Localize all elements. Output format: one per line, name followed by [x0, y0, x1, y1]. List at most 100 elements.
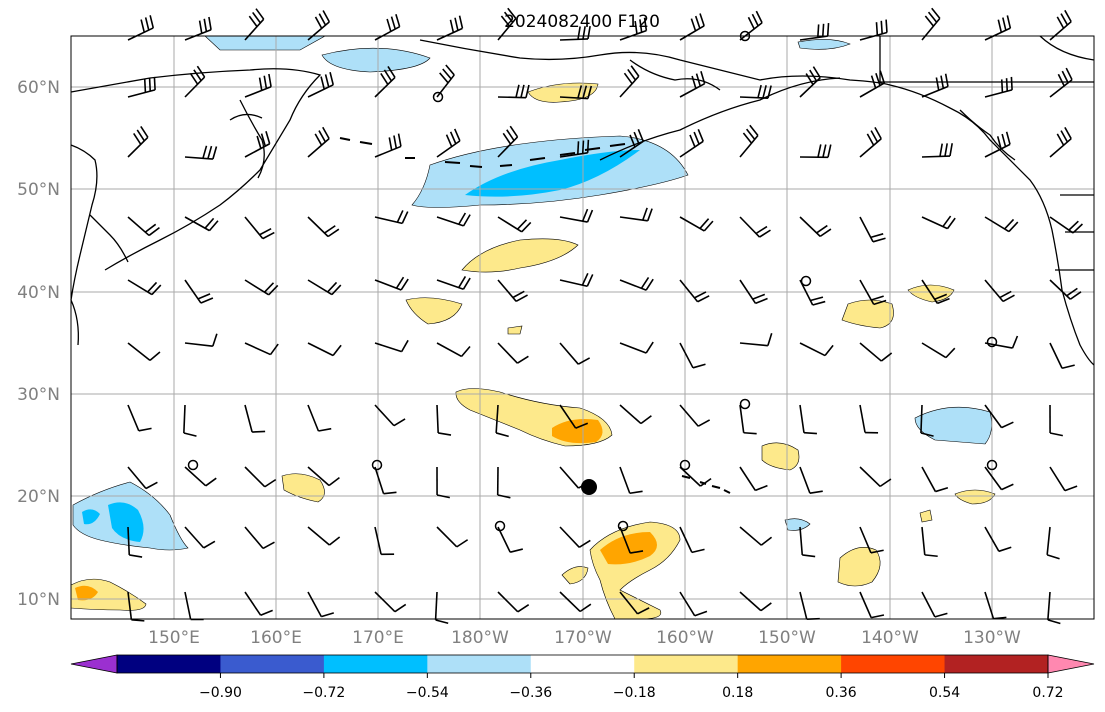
wind-barb-icon — [244, 526, 275, 550]
lat-label: 30°N — [17, 385, 60, 405]
wind-barb-icon — [374, 210, 409, 225]
wind-barb-icon — [127, 526, 143, 558]
wind-barb-icon — [244, 279, 279, 296]
wind-barb-icon — [984, 404, 1014, 429]
wind-barb-icon — [497, 125, 519, 158]
wind-barb-icon — [984, 466, 1014, 491]
wind-barb-icon — [619, 129, 644, 158]
wind-barb-icon — [184, 216, 219, 232]
wind-barb-icon — [307, 216, 340, 238]
wind-barb-icon — [921, 7, 941, 41]
wind-barb-icon — [374, 466, 397, 495]
wind-barb-icon — [436, 64, 455, 98]
lon-label: 170°W — [554, 628, 612, 648]
colorbar-tick-label: −0.36 — [509, 685, 552, 701]
wind-barb-icon — [434, 591, 449, 625]
wind-barb-icon — [244, 131, 271, 158]
wind-barb-icon — [739, 466, 768, 492]
wind-barb-icon — [619, 17, 648, 41]
calm-circle-icon — [432, 91, 444, 103]
wind-barb-icon — [984, 216, 1019, 233]
lon-label: 180°W — [451, 628, 509, 648]
calm-circle-icon — [800, 275, 812, 287]
calm-circle-icon — [187, 459, 199, 471]
colorbar-segment — [220, 655, 325, 673]
lon-label: 170°E — [352, 628, 404, 648]
wind-barb-icon — [1049, 404, 1063, 437]
lat-label: 10°N — [17, 590, 60, 610]
wind-barb-icon — [984, 76, 1013, 98]
wind-barb-icon — [619, 466, 643, 495]
wind-barb-icon — [436, 276, 471, 290]
colorbar-tick-label: 0.36 — [826, 685, 857, 701]
wind-barb-icon — [436, 128, 461, 158]
colorbar-segment — [737, 655, 842, 673]
wind-barb-icon — [127, 342, 161, 361]
colorbar-tick-label: −0.72 — [302, 685, 345, 701]
wind-barb-icon — [374, 339, 409, 353]
wind-barb-icon — [1049, 9, 1072, 41]
wind-barb-icon — [739, 279, 768, 305]
wind-barb-icon — [559, 139, 590, 158]
wind-barb-icon — [559, 208, 594, 223]
wind-barb-icon — [619, 207, 653, 222]
calm-circle-icon — [617, 520, 629, 532]
wind-barb-icon — [183, 404, 197, 437]
wind-barb-icon — [921, 143, 953, 158]
wind-barb-icon — [984, 591, 1007, 620]
wind-barb-icon — [184, 526, 216, 549]
wind-barb-icon — [559, 272, 594, 288]
wind-barb-icon — [436, 212, 471, 227]
map-frame — [70, 35, 1095, 620]
lon-label: 160°E — [250, 628, 302, 648]
calm-circle-icon — [986, 336, 998, 348]
wind-barb-icon — [436, 526, 469, 548]
wind-barb-icon — [374, 13, 401, 41]
wind-barb-icon — [921, 342, 956, 359]
graticule — [71, 36, 1094, 619]
calm-circle-icon — [739, 398, 751, 410]
wind-barb-icon — [619, 65, 640, 98]
wind-barb-icon — [619, 276, 654, 291]
wind-barb-icon — [984, 15, 1012, 41]
wind-barb-icon — [307, 10, 331, 41]
lat-label: 40°N — [17, 283, 60, 303]
wind-barb-icon — [739, 332, 773, 347]
colorbar-max-arrow — [1047, 654, 1095, 674]
wind-barb-icon — [921, 279, 950, 305]
wind-barb-icon — [1049, 279, 1082, 300]
lon-label: 130°W — [963, 628, 1021, 648]
colorbar-segment — [530, 655, 635, 673]
colorbar-segment — [841, 655, 946, 673]
wind-barb-icon — [921, 526, 938, 558]
wind-barb-icon — [244, 466, 277, 488]
wind-barb-icon — [1049, 466, 1078, 492]
lon-label: 160°W — [656, 628, 714, 648]
wind-barb-icon — [127, 466, 158, 490]
wind-barb-icon — [559, 25, 591, 41]
wind-barb-icon — [859, 526, 884, 554]
wind-barb-icon — [619, 404, 652, 425]
wind-barb-icon — [920, 404, 934, 437]
wind-barb-icon — [559, 342, 591, 365]
wind-barb-icon — [184, 145, 218, 160]
wind-barb-icon — [739, 591, 772, 612]
wind-barb-icon — [799, 216, 832, 238]
wind-barb-icon — [497, 279, 528, 303]
wind-barb-icon — [559, 85, 593, 100]
wind-barb-icon — [679, 404, 711, 427]
wind-barb-icon — [921, 215, 956, 230]
wind-barb-icon — [495, 404, 509, 438]
wind-barb-icon — [374, 404, 406, 427]
wind-barb-icon — [679, 526, 705, 554]
wind-barb-icon — [739, 526, 773, 546]
wind-barb-icon — [559, 404, 589, 429]
wind-barbs — [127, 7, 1083, 625]
wind-barb-icon — [497, 591, 530, 613]
colorbar-segment — [323, 655, 428, 673]
wind-barb-icon — [497, 84, 530, 99]
calm-circle-icon — [494, 520, 506, 532]
wind-barb-icon — [127, 404, 152, 432]
wind-barb-icon — [921, 466, 949, 493]
